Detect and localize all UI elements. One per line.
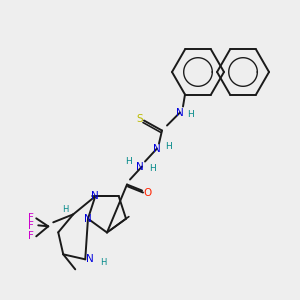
Text: F: F [28, 231, 34, 241]
Text: H: H [126, 157, 132, 166]
Text: N: N [84, 214, 92, 224]
Text: N: N [153, 143, 161, 154]
Text: N: N [92, 191, 99, 201]
Text: H: H [188, 110, 194, 119]
Text: H: H [100, 258, 106, 267]
Text: H: H [62, 205, 68, 214]
Text: H: H [165, 142, 171, 151]
Text: F: F [28, 221, 34, 231]
Text: N: N [136, 161, 144, 172]
Text: H: H [148, 164, 155, 173]
Text: N: N [86, 254, 94, 264]
Text: O: O [143, 188, 151, 197]
Text: N: N [176, 107, 184, 118]
Text: S: S [137, 113, 143, 124]
Text: F: F [28, 213, 34, 223]
